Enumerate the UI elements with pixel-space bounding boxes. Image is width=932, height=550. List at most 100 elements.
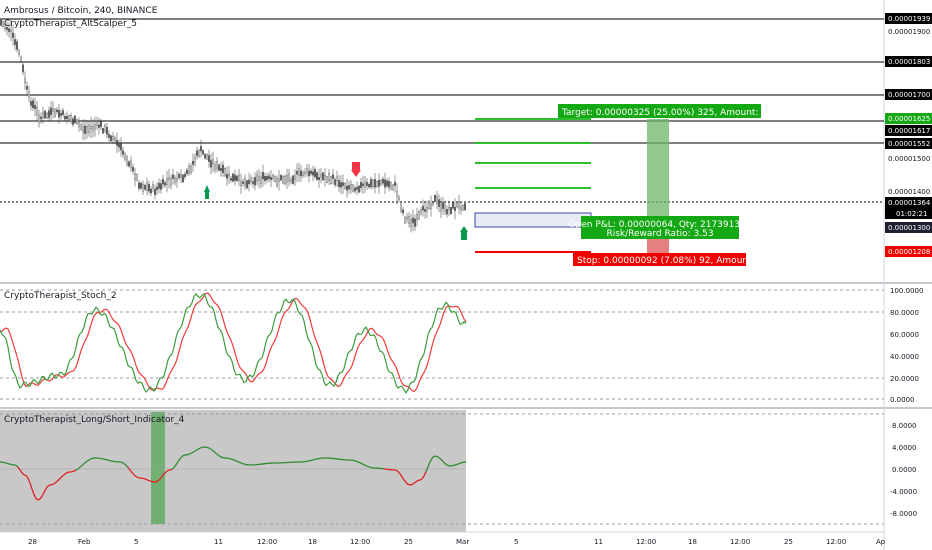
candle-body — [184, 173, 186, 178]
candle-body — [264, 175, 266, 182]
longshort-segment — [175, 461, 179, 466]
longshort-segment — [239, 461, 243, 464]
longshort-segment — [87, 458, 91, 462]
candlestick-series[interactable] — [0, 18, 466, 233]
longshort-segment — [359, 462, 363, 465]
longshort-segment — [147, 479, 151, 482]
indicator-title-altscalper[interactable]: CryptoTherapist_AltScalper_5 — [4, 19, 137, 29]
candle-body — [44, 110, 46, 119]
longshort-segment — [429, 457, 433, 463]
longshort-segment — [423, 471, 427, 477]
candle-body — [412, 217, 414, 224]
symbol-title[interactable]: Ambrosus / Bitcoin, 240, BINANCE — [4, 6, 158, 16]
candle-body — [244, 178, 246, 186]
candle-body — [300, 170, 302, 177]
candle-body — [58, 110, 60, 118]
longshort-title[interactable]: CryptoTherapist_Long/Short_Indicator_4 — [4, 415, 185, 425]
longshort-segment — [55, 480, 59, 483]
candle-body — [30, 101, 32, 106]
longshort-segment — [173, 464, 177, 468]
longshort-segment — [445, 463, 449, 467]
longshort-segment — [237, 461, 241, 464]
candle-body — [434, 195, 436, 202]
candle-body — [46, 113, 48, 119]
candle-body — [100, 121, 102, 127]
longshort-segment — [17, 466, 21, 471]
candle-body — [8, 28, 10, 32]
candle-body — [298, 168, 300, 176]
candle-body — [362, 183, 364, 187]
candle-body — [182, 174, 184, 183]
candle-body — [176, 178, 178, 182]
longshort-segment — [199, 446, 203, 449]
candle-body — [252, 181, 254, 184]
candle-body — [160, 183, 162, 190]
candle-body — [102, 128, 104, 134]
longshort-segment — [5, 462, 9, 465]
candle-body — [212, 159, 214, 165]
candle-body — [368, 184, 370, 188]
candle-body — [94, 124, 96, 130]
time-label: 12:00 — [350, 538, 370, 546]
pnl-label-line1: Open P&L: 0.00000064, Qty: 217391304 — [568, 220, 751, 230]
candle-body — [438, 199, 440, 207]
candle-body — [440, 204, 442, 212]
price-pane[interactable] — [0, 0, 884, 282]
stoch-tick: 60.0000 — [890, 331, 919, 339]
ls-tick: -8.0000 — [890, 510, 917, 518]
longshort-segment — [353, 459, 357, 462]
candle-body — [12, 32, 14, 38]
candle-body — [342, 182, 344, 186]
time-label: 11 — [594, 538, 603, 546]
candle-body — [74, 115, 76, 124]
candle-body — [76, 119, 78, 124]
candle-body — [98, 124, 100, 128]
candle-body — [194, 157, 196, 163]
candle-body — [436, 196, 438, 204]
longshort-segment — [421, 475, 425, 480]
longshort-segment — [209, 448, 213, 451]
longshort-segment — [419, 478, 423, 481]
candle-body — [416, 214, 418, 220]
time-label: 28 — [28, 538, 37, 546]
longshort-segment — [187, 453, 191, 456]
stoch-title[interactable]: CryptoTherapist_Stoch_2 — [4, 291, 117, 301]
longshort-segment — [361, 463, 365, 466]
longshort-segment — [443, 462, 447, 465]
candle-body — [272, 175, 274, 179]
candle-body — [270, 176, 272, 181]
candle-body — [56, 109, 58, 113]
candle-body — [358, 185, 360, 193]
time-label: 25 — [404, 538, 413, 546]
candle-body — [464, 203, 466, 211]
candle-body — [218, 164, 220, 171]
candle-body — [222, 164, 224, 174]
stoch-pane[interactable] — [0, 285, 884, 407]
longshort-segment — [61, 474, 65, 477]
candle-body — [318, 177, 320, 181]
longshort-segment — [365, 465, 369, 468]
candle-body — [18, 50, 20, 55]
candle-body — [330, 176, 332, 184]
price-tag-1625: 0.00001625 — [888, 115, 930, 123]
longshort-segment — [3, 461, 7, 464]
candle-body — [366, 181, 368, 186]
candle-body — [326, 176, 328, 183]
candle-body — [40, 116, 42, 120]
longshort-segment — [83, 461, 87, 465]
candle-body — [180, 173, 182, 178]
candle-body — [26, 85, 28, 90]
candle-body — [310, 170, 312, 174]
target-zone[interactable] — [647, 119, 669, 227]
candle-body — [328, 173, 330, 182]
candle-body — [356, 187, 358, 190]
candle-body — [444, 204, 446, 211]
longshort-segment — [367, 465, 371, 468]
longshort-segment — [77, 466, 81, 470]
candle-body — [146, 182, 148, 191]
longshort-segment — [437, 456, 441, 460]
candle-body — [288, 173, 290, 182]
longshort-segment — [363, 464, 367, 467]
candle-body — [178, 173, 180, 178]
